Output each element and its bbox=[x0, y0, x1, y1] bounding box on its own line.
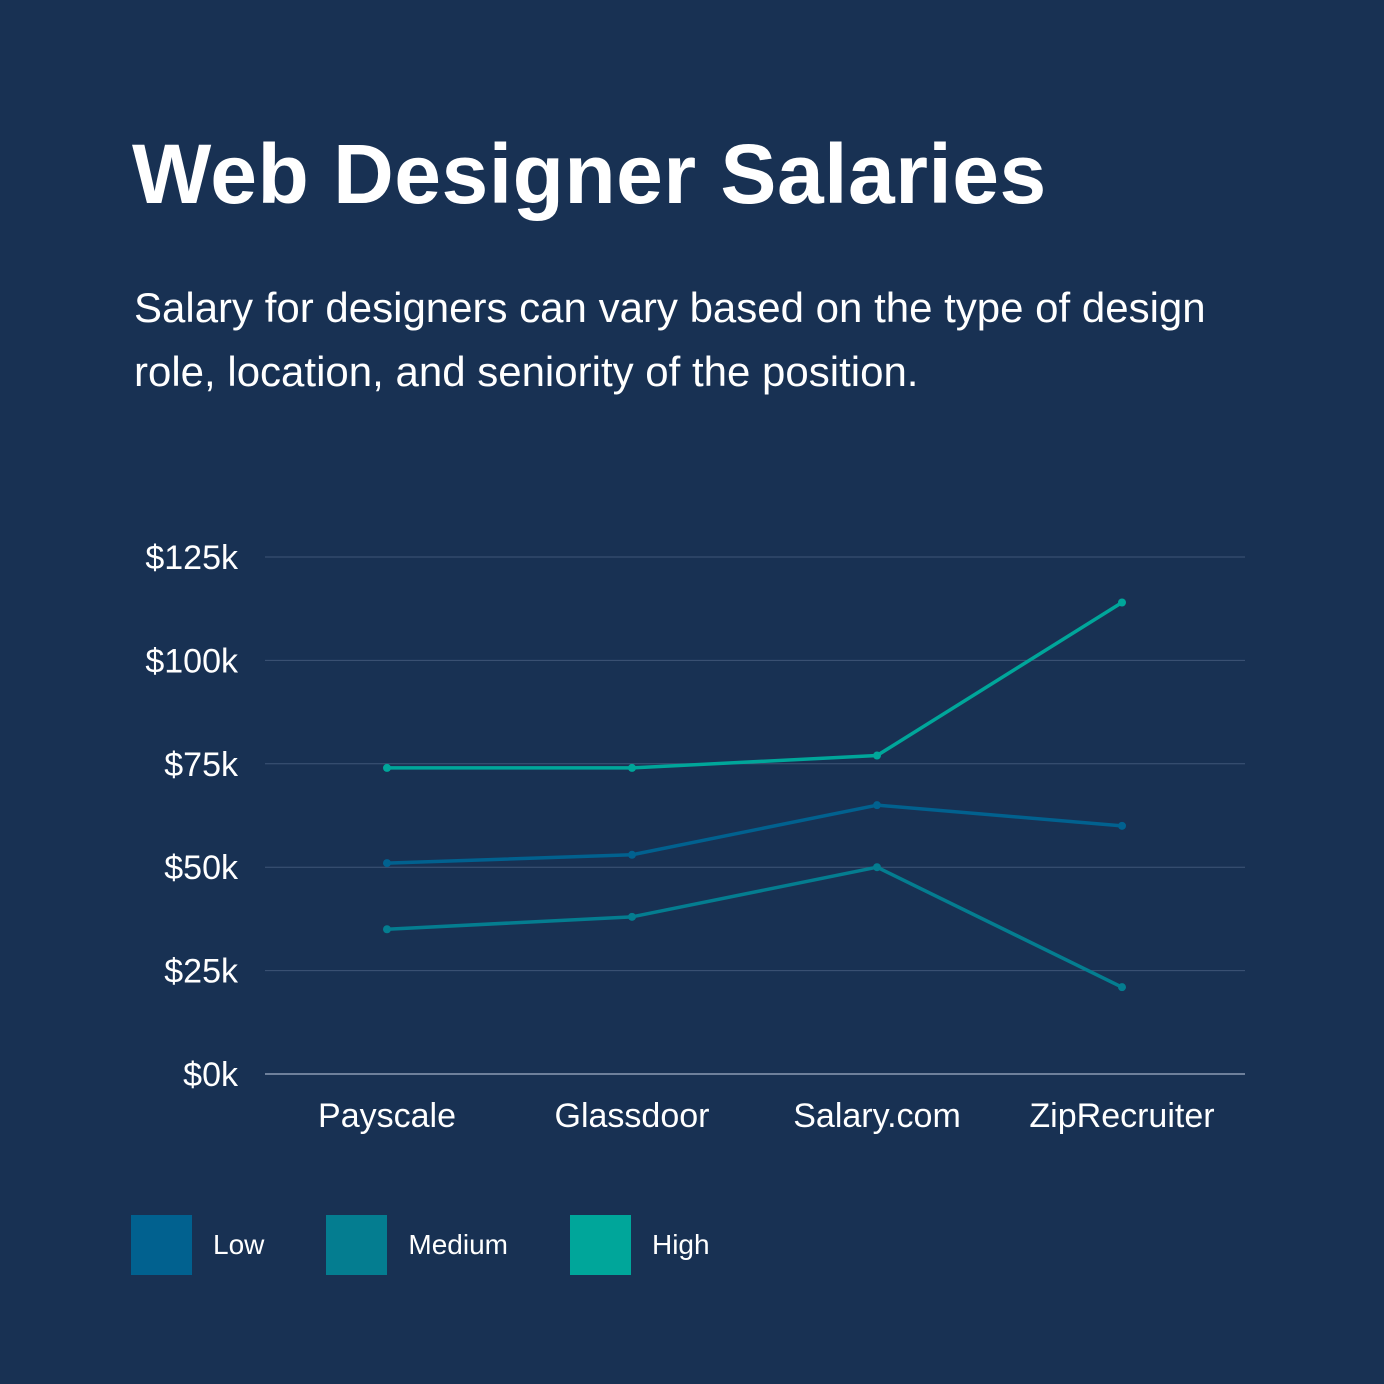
page-subtitle: Salary for designers can vary based on t… bbox=[134, 284, 1206, 395]
y-axis-tick-labels: $0k $25k $50k $75k $100k $125k bbox=[145, 539, 239, 1094]
legend-label: Medium bbox=[408, 1229, 508, 1260]
data-point-high bbox=[628, 763, 636, 772]
series-lines bbox=[383, 598, 1126, 992]
legend-swatch bbox=[326, 1215, 388, 1275]
y-tick-label: $125k bbox=[145, 539, 239, 577]
x-axis-category-labels: Payscale Glassdoor Salary.com ZipRecruiter bbox=[318, 1097, 1215, 1135]
x-category-label: ZipRecruiter bbox=[1029, 1097, 1214, 1135]
series-line-low bbox=[386, 803, 1123, 865]
y-tick-label: $0k bbox=[183, 1056, 239, 1094]
series-low bbox=[383, 801, 1126, 868]
x-category-label: Salary.com bbox=[793, 1097, 961, 1135]
page-title: Web Designer Salaries bbox=[132, 127, 1047, 221]
y-tick-label: $75k bbox=[164, 746, 239, 784]
legend-item-high: High bbox=[569, 1215, 710, 1275]
data-point-medium bbox=[873, 863, 881, 872]
y-tick-label: $25k bbox=[164, 953, 239, 991]
data-point-low bbox=[873, 801, 881, 810]
legend-swatch bbox=[569, 1215, 631, 1275]
data-point-medium bbox=[628, 912, 636, 921]
series-high bbox=[383, 598, 1126, 772]
legend-swatch bbox=[131, 1215, 192, 1275]
data-point-high bbox=[873, 751, 881, 760]
legend-item-low: Low bbox=[131, 1215, 264, 1275]
series-medium bbox=[383, 863, 1126, 992]
chart-legend: Low Medium High bbox=[131, 1215, 772, 1275]
data-point-low bbox=[383, 859, 391, 868]
data-point-medium bbox=[383, 925, 391, 934]
y-tick-label: $50k bbox=[164, 849, 239, 887]
data-point-low bbox=[628, 850, 636, 859]
series-line-high bbox=[387, 601, 1123, 770]
legend-label: High bbox=[651, 1229, 710, 1260]
x-category-label: Glassdoor bbox=[555, 1097, 710, 1135]
y-tick-label: $100k bbox=[145, 642, 239, 680]
legend-label: Low bbox=[213, 1229, 265, 1260]
data-point-high bbox=[383, 763, 391, 772]
series-line-medium bbox=[386, 865, 1123, 989]
legend-item-medium: Medium bbox=[326, 1215, 508, 1275]
data-point-high bbox=[1118, 598, 1126, 607]
chart-gridlines bbox=[265, 556, 1245, 1075]
data-point-low bbox=[1118, 821, 1126, 830]
x-category-label: Payscale bbox=[318, 1097, 456, 1135]
data-point-medium bbox=[1118, 983, 1126, 992]
